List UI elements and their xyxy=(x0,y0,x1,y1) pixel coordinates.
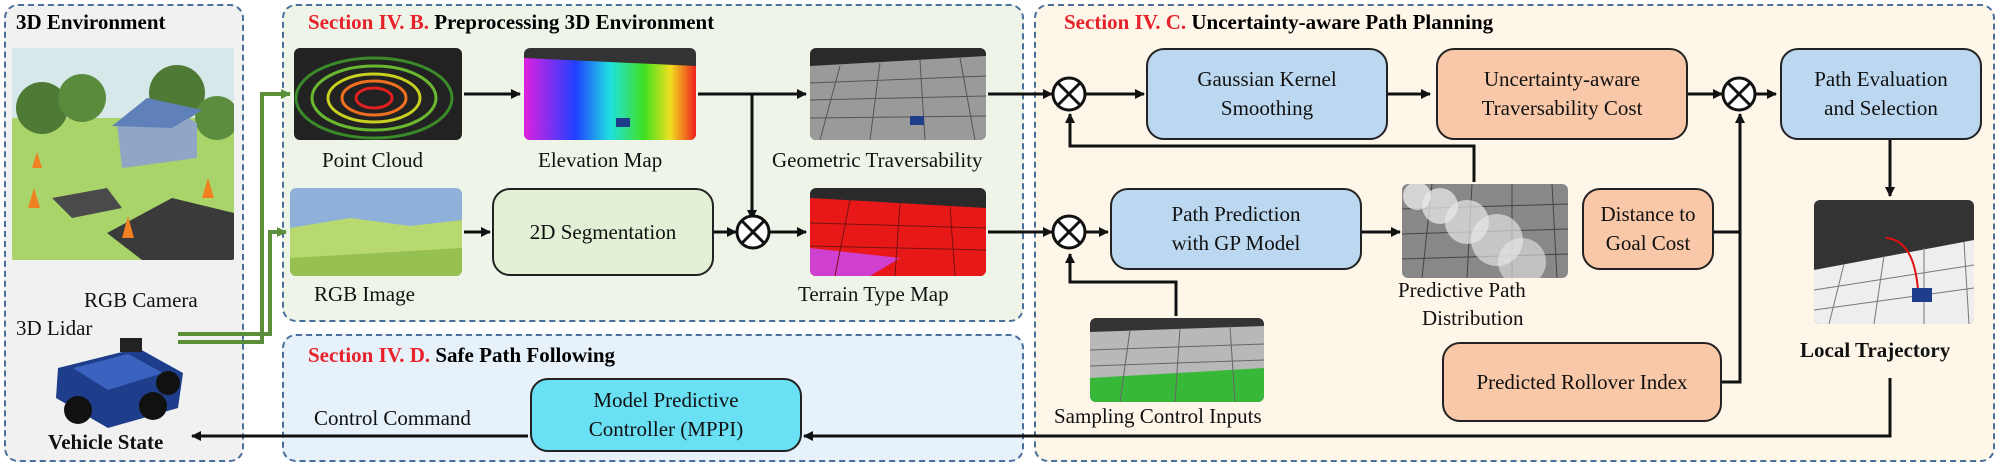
rgb-image xyxy=(290,188,462,276)
mpc-line-1: Model Predictive xyxy=(593,388,739,412)
point-cloud-label: Point Cloud xyxy=(322,148,423,172)
environment-scene-image xyxy=(12,48,234,260)
predictive-path-distribution-image xyxy=(1402,184,1568,278)
planning-section-ref: Section IV. C. xyxy=(1064,10,1187,34)
terrain-type-map-label: Terrain Type Map xyxy=(798,282,949,306)
preprocessing-title-text: Preprocessing 3D Environment xyxy=(434,10,715,34)
geometric-traversability-label: Geometric Traversability xyxy=(772,148,983,172)
mpc-controller-box: Model Predictive Controller (MPPI) xyxy=(530,378,802,452)
local-trajectory-image xyxy=(1814,200,1974,324)
preprocessing-title: Section IV. B. Preprocessing 3D Environm… xyxy=(308,10,714,35)
rgb-image-label: RGB Image xyxy=(314,282,415,306)
evaluation-line-2: and Selection xyxy=(1824,96,1938,120)
path-prediction-box: Path Prediction with GP Model xyxy=(1110,188,1362,270)
uncertainty-line-1: Uncertainty-aware xyxy=(1483,67,1641,91)
sampling-control-label: Sampling Control Inputs xyxy=(1054,404,1262,428)
distance-line-2: Goal Cost xyxy=(1605,231,1691,255)
predictive-path-label-1: Predictive Path xyxy=(1398,278,1526,302)
point-cloud-image xyxy=(294,48,462,140)
env-title: 3D Environment xyxy=(16,10,166,34)
path-evaluation-box: Path Evaluation and Selection xyxy=(1780,48,1982,140)
uncertainty-cost-box: Uncertainty-aware Traversability Cost xyxy=(1436,48,1688,140)
mpc-line-2: Controller (MPPI) xyxy=(588,417,744,441)
sampling-control-inputs-image xyxy=(1090,318,1264,402)
prediction-line-1: Path Prediction xyxy=(1171,202,1301,226)
vehicle-image xyxy=(48,328,188,430)
geometric-traversability-image xyxy=(810,48,986,140)
rollover-index-box: Predicted Rollover Index xyxy=(1442,342,1722,422)
planning-title: Section IV. C. Uncertainty-aware Path Pl… xyxy=(1064,10,1493,35)
segmentation-box: 2D Segmentation xyxy=(492,188,714,276)
predictive-path-label-2: Distribution xyxy=(1422,306,1524,330)
distance-line-1: Distance to xyxy=(1600,202,1696,226)
control-command-label: Control Command xyxy=(314,406,471,430)
elevation-map-label: Elevation Map xyxy=(538,148,663,172)
follow-title: Section IV. D. Safe Path Following xyxy=(308,343,615,368)
distance-goal-cost-box: Distance to Goal Cost xyxy=(1582,188,1714,270)
vehicle-state-label: Vehicle State xyxy=(48,430,164,454)
preprocessing-section-ref: Section IV. B. xyxy=(308,10,429,34)
gaussian-smoothing-box: Gaussian Kernel Smoothing xyxy=(1146,48,1388,140)
local-trajectory-label: Local Trajectory xyxy=(1800,338,1951,362)
terrain-type-map-image xyxy=(810,188,986,276)
prediction-line-2: with GP Model xyxy=(1171,231,1301,255)
lidar-label: 3D Lidar xyxy=(16,316,93,340)
planning-title-text: Uncertainty-aware Path Planning xyxy=(1191,10,1494,34)
uncertainty-line-2: Traversability Cost xyxy=(1481,96,1643,120)
evaluation-line-1: Path Evaluation xyxy=(1814,67,1948,91)
follow-title-text: Safe Path Following xyxy=(435,343,616,367)
gaussian-line-1: Gaussian Kernel xyxy=(1197,67,1337,91)
gaussian-line-2: Smoothing xyxy=(1220,96,1314,120)
rgb-camera-label: RGB Camera xyxy=(84,288,198,312)
follow-section-ref: Section IV. D. xyxy=(308,343,431,367)
elevation-map-image xyxy=(524,48,696,140)
